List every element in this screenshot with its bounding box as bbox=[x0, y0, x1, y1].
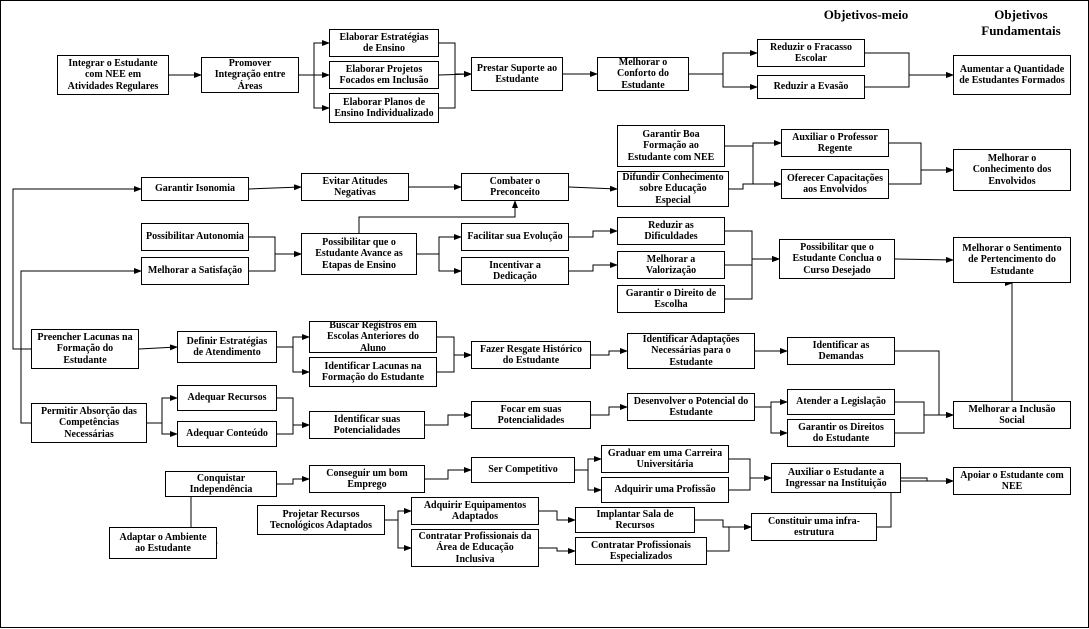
node-s3b: Adquirir uma Profissão bbox=[601, 477, 729, 503]
node-n4: Prestar Suporte ao Estudante bbox=[471, 57, 563, 91]
node-l3: Definir Estratégias de Atendimento bbox=[177, 331, 277, 363]
node-l6: Adaptar o Ambiente ao Estudante bbox=[109, 527, 217, 559]
node-n3b: Elaborar Projetos Focados em Inclusão bbox=[329, 61, 439, 89]
node-p4b: Melhorar a Valorização bbox=[617, 251, 725, 279]
node-m1a: Buscar Registros em Escolas Anteriores d… bbox=[309, 321, 437, 353]
node-s1: Identificar Adaptações Necessárias para … bbox=[627, 333, 755, 369]
node-t4: Constituir uma infra-estrutura bbox=[751, 513, 877, 541]
node-u1: Melhorar a Inclusão Social bbox=[953, 401, 1071, 429]
node-r4a: Adquirir Equipamentos Adaptados bbox=[411, 497, 539, 525]
node-p4c: Garantir o Direito de Escolha bbox=[617, 285, 725, 313]
node-p1a: Possibilitar Autonomia bbox=[141, 223, 249, 251]
node-s4a: Implantar Sala de Recursos bbox=[575, 507, 695, 533]
diagram-canvas: Objetivos-meio Objetivos Fundamentais Inte… bbox=[0, 0, 1089, 628]
node-n6b: Reduzir a Evasão bbox=[757, 75, 865, 99]
node-n5: Melhorar o Conforto do Estudante bbox=[597, 57, 689, 91]
node-r1: Fazer Resgate Histórico do Estudante bbox=[471, 341, 591, 369]
node-p3b: Incentivar a Dedicação bbox=[461, 257, 569, 285]
node-n7: Aumentar a Quantidade de Estudantes Form… bbox=[953, 55, 1071, 95]
node-p1b: Melhorar a Satisfação bbox=[141, 257, 249, 285]
node-i3: Combater o Preconceito bbox=[461, 173, 569, 201]
node-m4: Projetar Recursos Tecnológicos Adaptados bbox=[257, 505, 385, 535]
node-s4b: Contratar Profissionais Especializados bbox=[575, 537, 707, 565]
node-i1: Garantir Isonomia bbox=[141, 177, 249, 201]
node-t2a: Atender a Legislação bbox=[787, 389, 895, 415]
header-h-meio: Objetivos-meio bbox=[791, 7, 941, 23]
node-n6a: Reduzir o Fracasso Escolar bbox=[757, 39, 865, 67]
node-g2a: Auxiliar o Professor Regente bbox=[781, 129, 889, 157]
node-s2: Desenvolver o Potencial do Estudante bbox=[627, 393, 755, 421]
node-p3a: Facilitar sua Evolução bbox=[461, 223, 569, 251]
node-s3a: Graduar em uma Carreira Universitária bbox=[601, 445, 729, 473]
header-h-fund: Objetivos Fundamentais bbox=[961, 7, 1081, 39]
node-l5: Conquistar Independência bbox=[165, 471, 277, 497]
node-r2: Focar em suas Potencialidades bbox=[471, 401, 591, 429]
node-m3: Conseguir um bom Emprego bbox=[309, 465, 425, 493]
node-g1: Garantir Boa Formação ao Estudante com N… bbox=[617, 125, 725, 167]
node-p6: Melhorar o Sentimento de Pertencimento d… bbox=[953, 237, 1071, 283]
node-p5: Possibilitar que o Estudante Conclua o C… bbox=[779, 239, 895, 279]
node-l1: Preencher Lacunas na Formação do Estudan… bbox=[31, 329, 139, 369]
node-p2: Possibilitar que o Estudante Avance as E… bbox=[301, 233, 417, 275]
node-n3c: Elaborar Planos de Ensino Individualizad… bbox=[329, 93, 439, 123]
node-p4a: Reduzir as Dificuldades bbox=[617, 217, 725, 245]
node-t1: Identificar as Demandas bbox=[787, 337, 895, 365]
node-u2: Apoiar o Estudante com NEE bbox=[953, 467, 1071, 495]
node-n1: Integrar o Estudante com NEE em Atividad… bbox=[57, 55, 169, 95]
node-t3: Auxiliar o Estudante a Ingressar na Inst… bbox=[771, 463, 901, 493]
node-r3: Ser Competitivo bbox=[471, 457, 575, 483]
node-t2b: Garantir os Direitos do Estudante bbox=[787, 419, 895, 447]
node-l4b: Adequar Conteúdo bbox=[177, 421, 277, 447]
node-m2: Identificar suas Potencialidades bbox=[309, 411, 425, 439]
node-n2: Promover Integração entre Áreas bbox=[201, 57, 299, 93]
node-n3a: Elaborar Estratégias de Ensino bbox=[329, 29, 439, 57]
node-l2: Permitir Absorção das Competências Neces… bbox=[31, 403, 147, 443]
node-i4: Difundir Conhecimento sobre Educação Esp… bbox=[617, 171, 729, 207]
node-i2: Evitar Atitudes Negativas bbox=[301, 173, 409, 201]
node-l4a: Adequar Recursos bbox=[177, 385, 277, 411]
node-r4b: Contratar Profissionais da Área de Educa… bbox=[411, 529, 539, 567]
node-m1b: Identificar Lacunas na Formação do Estud… bbox=[309, 357, 437, 387]
node-g2b: Oferecer Capacitações aos Envolvidos bbox=[781, 169, 889, 199]
node-g3: Melhorar o Conhecimento dos Envolvidos bbox=[953, 149, 1071, 191]
